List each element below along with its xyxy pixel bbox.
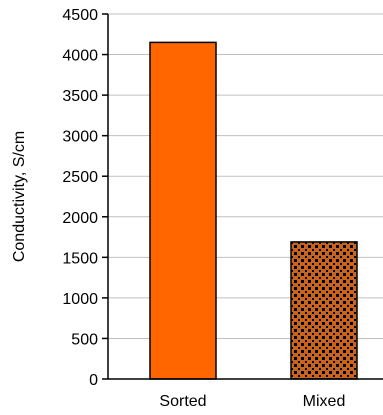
axes	[107, 14, 383, 380]
y-tick-label: 4500	[62, 7, 98, 24]
y-tick-label: 1000	[62, 291, 98, 308]
bars	[149, 41, 358, 380]
bar-sorted	[149, 41, 217, 380]
bar-mixed	[290, 241, 358, 380]
y-axis-ticks: 0 500 1000 1500 2000 2500 3000 3500 4000 4500	[62, 7, 108, 389]
y-tick-label: 0	[89, 372, 98, 389]
x-tick-label: Sorted	[159, 393, 206, 410]
y-tick-label: 2500	[62, 169, 98, 186]
y-axis-title: Conductivity, S/cm	[11, 131, 28, 262]
y-tick-label: 3500	[62, 88, 98, 105]
x-tick-label: Mixed	[303, 393, 346, 410]
y-tick-label: 4000	[62, 48, 98, 65]
y-tick-label: 500	[71, 331, 98, 348]
y-tick-label: 1500	[62, 250, 98, 267]
y-tick-label: 2000	[62, 210, 98, 227]
x-axis-labels: Sorted Mixed	[159, 393, 345, 410]
y-tick-label: 3000	[62, 129, 98, 146]
